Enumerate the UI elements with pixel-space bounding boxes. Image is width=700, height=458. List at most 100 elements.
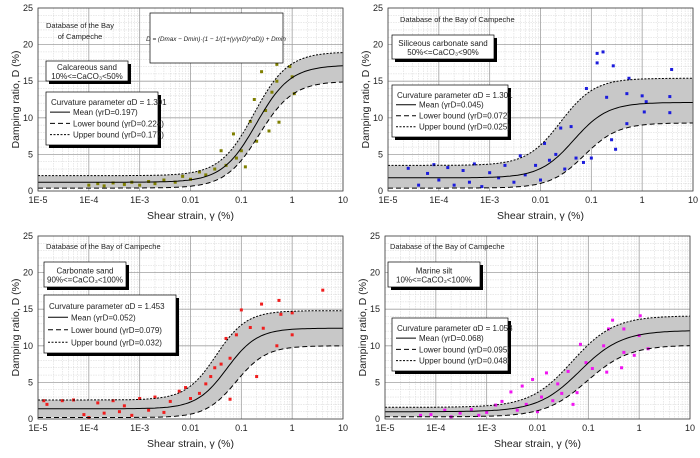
data-point [544,371,548,375]
data-point [509,390,513,394]
y-tick-label: 10 [370,341,380,351]
data-point [197,170,201,174]
data-point [153,182,157,186]
data-point [138,183,142,187]
formula-box: D = (Dmax − Dmin)·(1 − 1/(1+(γ/γrD)^αD))… [146,12,286,64]
legend-box [391,317,509,372]
data-point [467,180,471,184]
data-point [644,100,648,104]
mean-curve [38,327,343,410]
plot-frame [37,7,344,192]
x-axis-label: Shear strain, γ (%) [494,438,581,450]
data-point [622,350,626,354]
data-point [162,410,166,414]
lower-bound-curve [38,81,344,189]
bound-band [388,78,693,189]
legend-entry-upper-bound: Upper bound (γrD=0.032) [71,338,162,347]
database-title: Database of the Bay of Campeche [46,242,161,251]
x-tick-label: 1E-5 [375,423,394,433]
data-point [122,182,126,186]
database-title: Database of the Bay [46,21,114,30]
x-axis-label: Shear strain, γ (%) [497,210,584,222]
data-point [485,410,489,414]
x-tick-label: 0.1 [585,195,598,205]
data-point [610,138,614,142]
data-point [213,167,217,171]
data-point [611,64,615,68]
data-point [82,413,86,417]
x-tick-label: 1E-4 [426,423,445,433]
x-tick-label: 1E-5 [28,423,47,433]
chart-panel-4: 1E-5 1E-4 1E-3 0.01 0.1 1 10 0 5 10 15 20 25 Shear st… [357,231,695,450]
data-point [275,62,279,66]
y-tick-label: 20 [370,268,380,278]
data-point [571,402,575,406]
data-point [288,65,292,69]
data-point [96,401,100,405]
data-point [275,79,279,83]
data-point [248,326,252,329]
x-tick-label: 1E-5 [28,195,47,205]
data-point [551,399,555,403]
data-point [290,333,294,337]
y-tick-label: 5 [378,149,383,159]
x-tick-label: 10 [338,195,348,205]
data-point [640,94,644,98]
data-point [42,399,46,403]
data-point [566,369,570,373]
x-axis-label: Shear strain, γ (%) [147,210,234,222]
data-point [625,92,629,96]
soil-type-label: Marine silt [416,267,453,276]
data-point [181,174,185,178]
legend-entry-mean: Mean (γrD=0.197) [73,108,138,117]
data-point [153,395,157,399]
mean-curve [385,330,691,413]
data-point [177,389,181,393]
data-point [477,413,481,417]
data-point [122,404,126,408]
data-point [560,391,564,395]
data-point [443,408,447,412]
data-point [670,67,674,71]
legend-entry-mean: Mean (γrD=0.045) [419,101,484,110]
legend-box [45,91,159,146]
data-point [168,399,172,403]
x-tick-label: 0.01 [182,195,200,205]
x-tick-label: 0.01 [532,195,550,205]
y-axis-label: Damping ratio, D (%) [10,278,22,376]
data-point [569,125,573,129]
x-tick-label: 1 [637,423,642,433]
data-point [102,411,106,415]
data-point [539,178,542,182]
data-point [204,382,208,386]
legend-box [391,84,509,138]
x-tick-label: 0.1 [582,423,595,433]
data-point [260,70,264,74]
lower-bound-curve [385,345,691,418]
y-tick-label: 0 [28,186,33,196]
y-tick-label: 10 [23,113,33,123]
data-point [605,370,609,374]
data-point [578,342,582,346]
plot-frame [387,7,694,192]
legend-entry-mean: Mean (γrD=0.068) [419,334,484,343]
upper-bound-curve [38,52,344,177]
data-point [515,408,519,412]
soil-type-label: 50%<=CaCO₃<90% [407,48,479,57]
data-point [581,160,585,164]
data-point [255,139,259,143]
data-point [270,90,274,94]
data-point [540,395,544,399]
legend-box [43,294,177,354]
y-tick-label: 25 [370,231,380,241]
y-tick-label: 25 [23,231,33,241]
data-point [138,397,142,401]
data-point [277,120,281,124]
data-point [625,122,629,126]
y-tick-label: 5 [28,377,33,387]
y-tick-label: 20 [23,268,33,278]
data-point [547,158,551,162]
x-tick-label: 1E-4 [429,195,448,205]
